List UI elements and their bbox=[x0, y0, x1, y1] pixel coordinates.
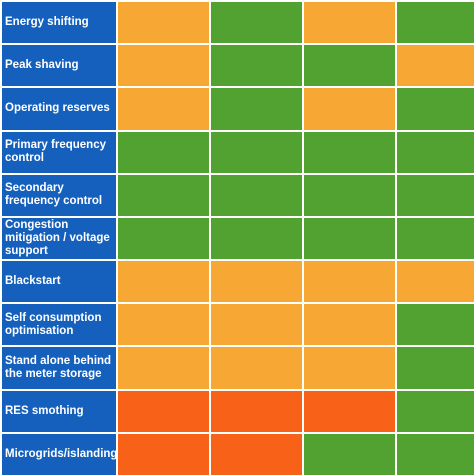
heatmap-cell bbox=[211, 347, 302, 389]
heatmap-cell bbox=[118, 88, 209, 130]
heatmap-cell bbox=[304, 304, 395, 346]
heatmap-cell bbox=[304, 217, 395, 260]
heatmap-cell bbox=[118, 433, 209, 475]
heatmap-cell bbox=[397, 45, 474, 87]
heatmap-cell bbox=[397, 88, 474, 130]
heatmap-cell bbox=[211, 433, 302, 475]
row-label: Primary frequency control bbox=[2, 131, 116, 173]
heatmap-cell bbox=[304, 88, 395, 130]
row-label: Secondary frequency control bbox=[2, 174, 116, 216]
heatmap-cell bbox=[118, 347, 209, 389]
heatmap-cell bbox=[118, 304, 209, 346]
heatmap-cell bbox=[304, 433, 395, 475]
row-label: Stand alone behind the meter storage bbox=[2, 347, 116, 389]
row-label: RES smothing bbox=[2, 390, 116, 432]
row-label: Congestion mitigation / voltage support bbox=[2, 217, 116, 260]
heatmap-cell bbox=[304, 261, 395, 303]
heatmap-cell bbox=[118, 261, 209, 303]
heatmap-cell bbox=[211, 390, 302, 432]
heatmap-cell bbox=[211, 2, 302, 44]
heatmap-cell bbox=[304, 45, 395, 87]
heatmap-cell bbox=[211, 174, 302, 216]
heatmap-cell bbox=[211, 88, 302, 130]
heatmap-cell bbox=[397, 347, 474, 389]
heatmap-cell bbox=[118, 131, 209, 173]
heatmap-cell bbox=[304, 2, 395, 44]
row-label: Self consumption optimisation bbox=[2, 304, 116, 346]
heatmap-cell bbox=[211, 217, 302, 260]
heatmap-cell bbox=[397, 217, 474, 260]
row-label: Energy shifting bbox=[2, 2, 116, 44]
heatmap-cell bbox=[211, 45, 302, 87]
heatmap-cell bbox=[304, 174, 395, 216]
heatmap-cell bbox=[118, 174, 209, 216]
heatmap-cell bbox=[118, 2, 209, 44]
heatmap-cell bbox=[304, 390, 395, 432]
heatmap-cell bbox=[118, 45, 209, 87]
heatmap-cell bbox=[118, 217, 209, 260]
heatmap-cell bbox=[304, 131, 395, 173]
heatmap-cell bbox=[211, 261, 302, 303]
heatmap-cell bbox=[397, 261, 474, 303]
heatmap-cell bbox=[211, 304, 302, 346]
heatmap-cell bbox=[397, 390, 474, 432]
heatmap-cell bbox=[397, 2, 474, 44]
row-label: Peak shaving bbox=[2, 45, 116, 87]
heatmap-cell bbox=[304, 347, 395, 389]
heatmap-cell bbox=[397, 174, 474, 216]
row-label: Blackstart bbox=[2, 261, 116, 303]
row-label: Microgrids/islanding bbox=[2, 433, 116, 475]
heatmap-cell bbox=[397, 433, 474, 475]
heatmap-cell bbox=[397, 131, 474, 173]
row-label: Operating reserves bbox=[2, 88, 116, 130]
heatmap-cell bbox=[211, 131, 302, 173]
heatmap-cell bbox=[397, 304, 474, 346]
heatmap-cell bbox=[118, 390, 209, 432]
